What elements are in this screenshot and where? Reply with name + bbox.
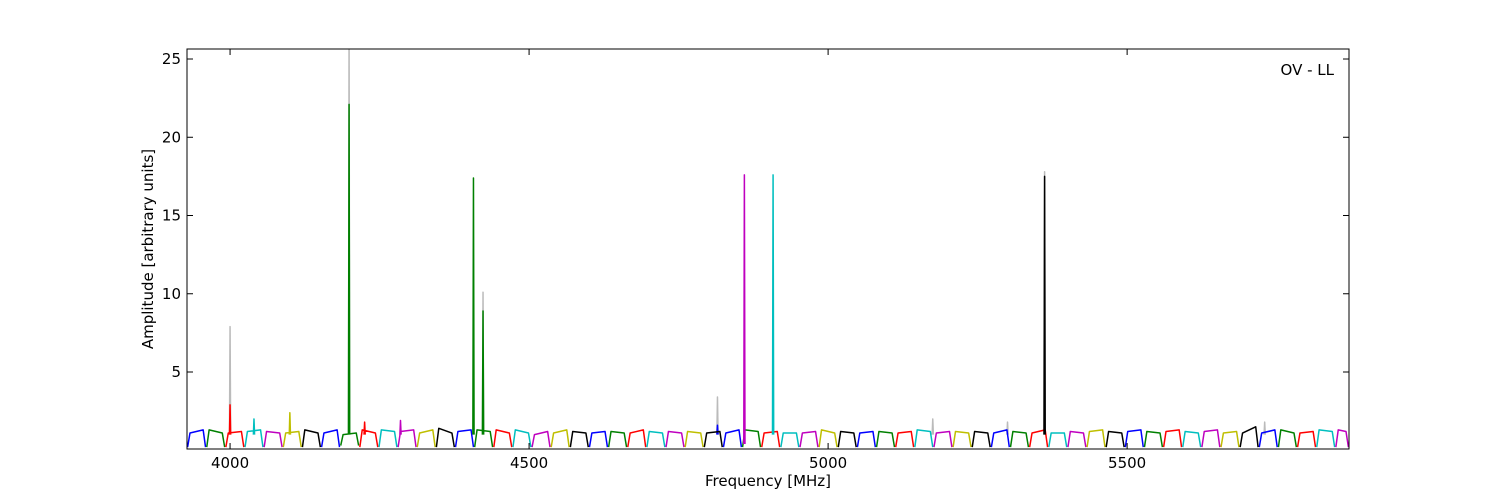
x-tick-label: 4500 [510,454,548,472]
y-tick-label: 10 [162,285,181,303]
spectrum-line [244,174,1336,448]
x-tick-label: 4000 [211,454,249,472]
y-axis-label: Amplitude [arbitrary units] [139,149,157,349]
spectrum-line [301,175,1259,448]
y-tick-label: 5 [171,363,181,381]
plot-frame [186,48,1350,450]
spectrum-line [228,49,1267,435]
plot-area [187,49,1349,448]
spectrum-line [225,404,1317,448]
y-tick-label: 15 [162,207,181,225]
spectrum-line [282,411,1240,448]
x-axis-label: Frequency [MHz] [705,472,831,490]
y-tick-label: 20 [162,128,181,146]
spectrum-line [205,103,1298,448]
x-tick-label: 5500 [1108,454,1146,472]
annotation: OV - LL [1281,61,1335,79]
spectrum-line [263,174,1349,448]
spectrum-line [187,424,1278,448]
x-tick-label: 5000 [809,454,847,472]
y-tick-label: 25 [162,50,181,68]
